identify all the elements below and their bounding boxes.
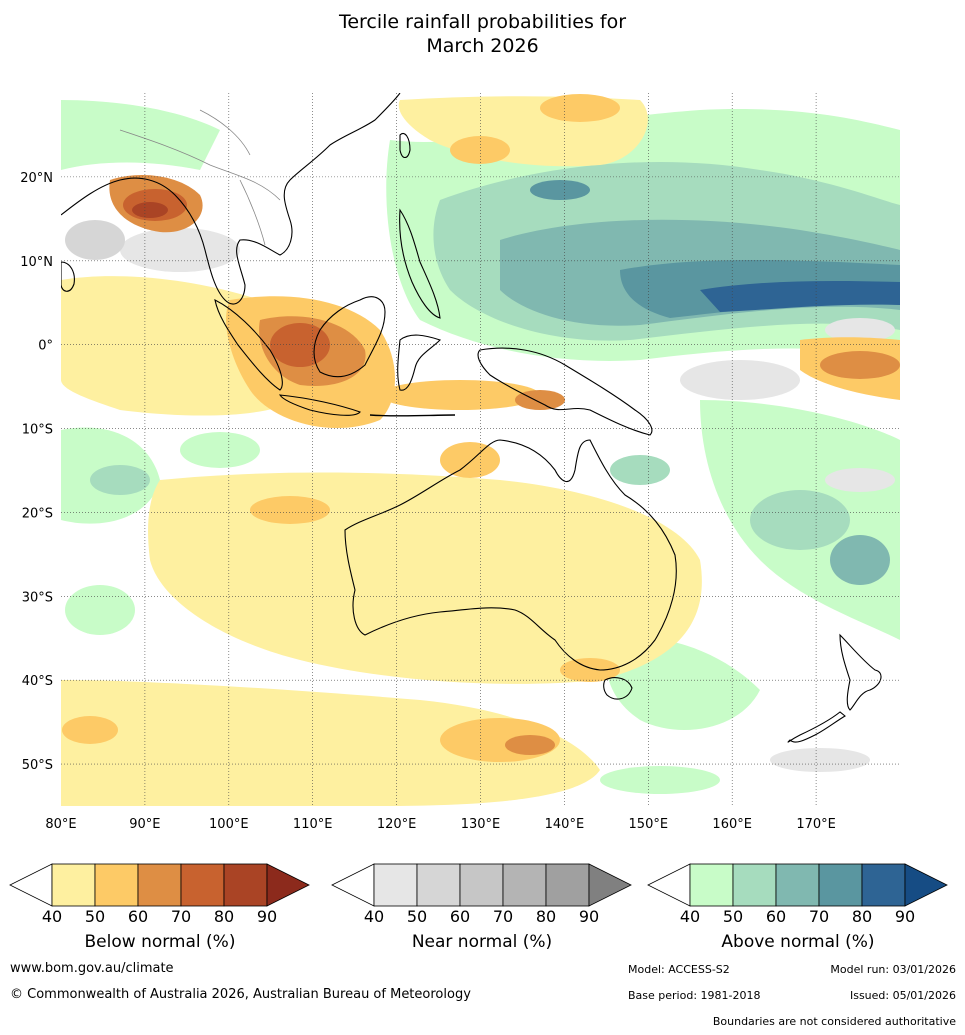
new-zealand-north-coast — [839, 633, 882, 711]
colorbar-swatch — [861, 863, 906, 907]
lesser-sunda-coast — [369, 414, 456, 417]
colorbar-tick-label: 60 — [766, 907, 786, 926]
colorbar-tick-label: 50 — [723, 907, 743, 926]
base-period-text: Base period: 1981-2018 — [628, 989, 761, 1002]
model-text: Model: ACCESS-S2 — [628, 963, 730, 976]
longitude-tick-label: 100°E — [209, 817, 249, 832]
latitude-tick-label: 50°S — [22, 758, 53, 773]
colorbar-swatch — [732, 863, 777, 907]
colorbar-tick-label: 70 — [809, 907, 829, 926]
longitude-tick-label: 80°E — [45, 817, 76, 832]
title-line-1: Tercile rainfall probabilities for — [338, 11, 627, 33]
colorbar-below-normal-label: Below normal (%) — [84, 932, 236, 952]
longitude-tick-label: 110°E — [293, 817, 333, 832]
longitude-tick-label: 140°E — [545, 817, 585, 832]
colorbar-extend-high — [266, 863, 310, 907]
new-zealand-south-coast — [787, 711, 846, 743]
colorbar-swatch — [416, 863, 461, 907]
graticule — [61, 93, 900, 806]
colorbar-tick-label: 80 — [536, 907, 556, 926]
longitude-tick-label: 170°E — [796, 817, 836, 832]
colorbar-near-normal: 40 50 60 70 80 90 — [331, 862, 632, 926]
colorbar-tick-label: 90 — [895, 907, 915, 926]
latitude-tick-label: 20°N — [20, 171, 53, 186]
colorbar-tick-label: 70 — [493, 907, 513, 926]
borneo-coast — [313, 296, 386, 378]
chart-title: Tercile rainfall probabilities for March… — [0, 10, 965, 58]
country-borders — [119, 109, 281, 246]
colorbar-extend-low — [331, 863, 375, 907]
longitude-tick-label: 130°E — [461, 817, 501, 832]
colorbar-swatch — [94, 863, 139, 907]
new-guinea-coast — [477, 347, 653, 436]
philippines-coast — [399, 208, 441, 319]
longitude-tick-label: 120°E — [377, 817, 417, 832]
colorbar-tick-label: 40 — [680, 907, 700, 926]
coastlines — [61, 93, 882, 743]
sumatra-coast — [214, 299, 283, 391]
colorbar-swatch — [502, 863, 547, 907]
colorbar-swatch — [545, 863, 590, 907]
colorbar-swatch — [51, 863, 96, 907]
latitude-tick-label: 40°S — [22, 674, 53, 689]
colorbar-tick-label: 70 — [171, 907, 191, 926]
colorbar-extend-high — [904, 863, 948, 907]
latitude-labels: 20°N 10°N 0° 10°S 20°S 30°S 40°S 50°S — [20, 171, 53, 773]
above-normal-field — [61, 100, 900, 794]
colorbar-above-normal: 40 50 60 70 80 90 — [647, 862, 948, 926]
colorbar-tick-label: 90 — [257, 907, 277, 926]
model-run-text: Model run: 03/01/2026 — [830, 963, 956, 976]
latitude-tick-label: 30°S — [22, 590, 53, 605]
colorbar-tick-label: 80 — [214, 907, 234, 926]
australia-coast — [344, 439, 677, 671]
longitude-tick-label: 90°E — [129, 817, 160, 832]
sri-lanka-coast — [61, 261, 75, 292]
colorbar-above-normal-label: Above normal (%) — [721, 932, 875, 952]
copyright-text: © Commonwealth of Australia 2026, Austra… — [10, 987, 471, 1002]
colorbar-swatch — [137, 863, 182, 907]
colorbar-swatch — [689, 863, 734, 907]
colorbar-tick-label: 50 — [85, 907, 105, 926]
rainfall-probability-map: 80°E 90°E 100°E 110°E 120°E 130°E 140°E 150°E 16… — [20, 93, 900, 832]
colorbar-near-normal-label: Near normal (%) — [411, 932, 553, 952]
colorbar-extend-low — [9, 863, 53, 907]
colorbar-tick-label: 90 — [579, 907, 599, 926]
issued-text: Issued: 05/01/2026 — [849, 989, 956, 1002]
map-area — [61, 93, 900, 806]
latitude-tick-label: 0° — [38, 339, 53, 354]
colorbar-tick-label: 60 — [450, 907, 470, 926]
longitude-labels: 80°E 90°E 100°E 110°E 120°E 130°E 140°E 150°E 16… — [45, 817, 835, 832]
latitude-tick-label: 10°S — [22, 423, 53, 438]
tasmania-coast — [603, 677, 633, 700]
colorbar-tick-label: 50 — [407, 907, 427, 926]
colorbar-swatch — [223, 863, 268, 907]
colorbar-swatch — [775, 863, 820, 907]
colorbar-extend-low — [647, 863, 691, 907]
java-coast — [278, 394, 361, 416]
colorbar-tick-label: 80 — [852, 907, 872, 926]
colorbar-swatch — [180, 863, 225, 907]
colorbar-swatch — [459, 863, 504, 907]
disclaimer-text: Boundaries are not considered authoritat… — [712, 1015, 956, 1028]
below-normal-field — [61, 94, 900, 806]
sulawesi-coast — [397, 334, 442, 391]
colorbar-tick-label: 40 — [364, 907, 384, 926]
asia-coast — [61, 93, 401, 305]
colorbar-swatch — [818, 863, 863, 907]
colorbar-below-normal: 40 50 60 70 80 90 — [9, 862, 310, 926]
website-link[interactable]: www.bom.gov.au/climate — [10, 961, 174, 976]
title-line-2: March 2026 — [426, 35, 539, 57]
longitude-tick-label: 160°E — [712, 817, 752, 832]
colorbar-swatch — [373, 863, 418, 907]
latitude-tick-label: 20°S — [22, 506, 53, 521]
latitude-tick-label: 10°N — [20, 255, 53, 270]
taiwan-coast — [399, 132, 411, 159]
longitude-tick-label: 150°E — [629, 817, 669, 832]
colorbar-tick-label: 60 — [128, 907, 148, 926]
colorbar-tick-label: 40 — [42, 907, 62, 926]
colorbar-extend-high — [588, 863, 632, 907]
